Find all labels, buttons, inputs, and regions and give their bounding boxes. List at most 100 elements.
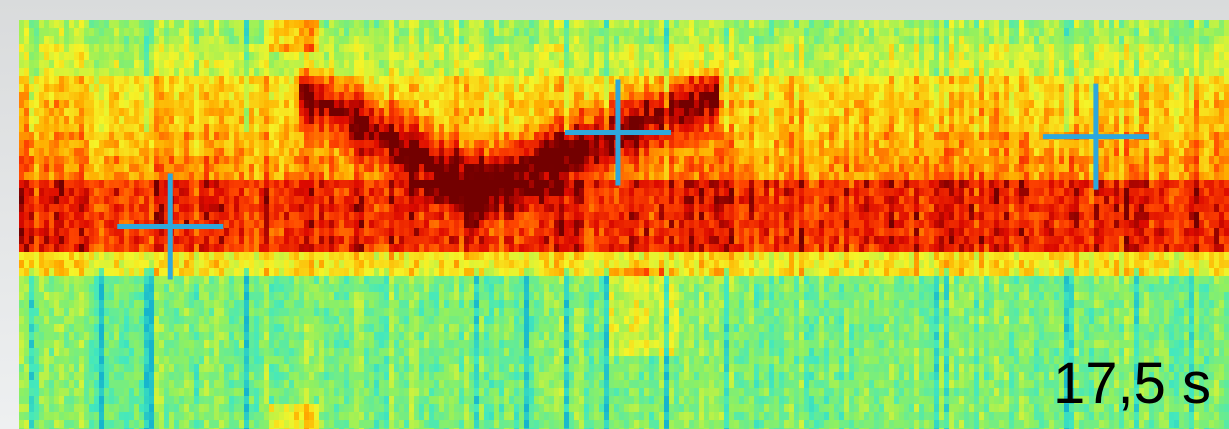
heatmap-cell-4736: [474, 52, 480, 61]
heatmap-cell-1341: [144, 348, 150, 357]
heatmap-cell-1462: [159, 68, 165, 77]
heatmap-cell-4288: [429, 212, 435, 221]
heatmap-cell-4922: [489, 292, 495, 301]
heatmap-cell-2579: [264, 268, 270, 277]
heatmap-cell-981: [109, 380, 115, 389]
heatmap-cell-76: [24, 212, 30, 221]
heatmap-cell-18: [19, 164, 25, 173]
heatmap-cell-501: [64, 284, 70, 293]
heatmap-cell-680: [84, 52, 90, 61]
heatmap-cell-269: [44, 92, 50, 101]
heatmap-cell-3683: [369, 364, 375, 373]
heatmap-cell-3311: [334, 300, 340, 309]
heatmap-cell-4805: [479, 188, 485, 197]
heatmap-cell-4091: [409, 300, 415, 309]
heatmap-cell-4210: [419, 420, 425, 429]
heatmap-cell-3512: [354, 244, 360, 253]
heatmap-cell-1743: [184, 236, 190, 245]
heatmap-cell-2202: [229, 164, 235, 173]
heatmap-cell-43: [19, 364, 25, 373]
heatmap-cell-2470: [254, 228, 260, 237]
heatmap-cell-2412: [249, 180, 255, 189]
heatmap-cell-4011: [404, 76, 410, 85]
heatmap-cell-2742: [279, 324, 285, 333]
heatmap-cell-272: [44, 116, 50, 125]
heatmap-cell-634: [79, 100, 85, 109]
heatmap-cell-4308: [429, 372, 435, 381]
heatmap-cell-580: [74, 84, 80, 93]
heatmap-cell-3135: [319, 140, 325, 149]
heatmap-cell-1146: [129, 36, 135, 45]
heatmap-cell-84: [24, 276, 30, 285]
heatmap-cell-669: [79, 380, 85, 389]
heatmap-cell-4285: [429, 188, 435, 197]
heatmap-cell-1119: [124, 236, 130, 245]
heatmap-cell-4169: [419, 92, 425, 101]
heatmap-cell-1504: [159, 404, 165, 413]
heatmap-cell-142: [29, 324, 35, 333]
heatmap-cell-4501: [449, 252, 455, 261]
heatmap-cell-31: [19, 268, 25, 277]
heatmap-cell-1096: [124, 52, 130, 61]
heatmap-cell-1561: [169, 28, 175, 37]
heatmap-cell-1317: [144, 156, 150, 165]
heatmap-cell-574: [74, 36, 80, 45]
heatmap-cell-1959: [204, 300, 210, 309]
heatmap-cell-781: [94, 28, 100, 37]
heatmap-cell-4512: [449, 340, 455, 349]
heatmap-cell-3813: [384, 156, 390, 165]
heatmap-cell-4971: [494, 268, 500, 277]
heatmap-cell-389: [54, 220, 60, 229]
heatmap-cell-4014: [404, 100, 410, 109]
heatmap-cell-2227: [229, 364, 235, 373]
heatmap-cell-60: [24, 84, 30, 93]
heatmap-cell-4307: [429, 364, 435, 373]
heatmap-cell-4113: [414, 60, 420, 69]
heatmap-cell-4814: [479, 260, 485, 269]
heatmap-cell-1227: [134, 268, 140, 277]
heatmap-cell-368: [54, 52, 60, 61]
heatmap-cell-1783: [189, 140, 195, 149]
heatmap-cell-157: [34, 28, 40, 37]
heatmap-cell-49: [19, 412, 25, 421]
heatmap-cell-2333: [239, 380, 245, 389]
heatmap-cell-4574: [454, 420, 460, 429]
heatmap-cell-794: [94, 132, 100, 141]
heatmap-cell-2959: [299, 396, 305, 405]
heatmap-cell-537: [69, 156, 75, 165]
heatmap-cell-334: [49, 196, 55, 205]
heatmap-cell-4843: [484, 76, 490, 85]
heatmap-cell-1397: [149, 380, 155, 389]
heatmap-cell-1928: [204, 52, 210, 61]
heatmap-cell-4964: [494, 212, 500, 221]
heatmap-cell-4363: [434, 396, 440, 405]
heatmap-cell-757: [89, 252, 95, 261]
heatmap-cell-1729: [184, 124, 190, 133]
heatmap-cell-645: [79, 188, 85, 197]
heatmap-cell-2556: [264, 84, 270, 93]
heatmap-cell-1022: [114, 292, 120, 301]
heatmap-cell-3768: [379, 212, 385, 221]
heatmap-cell-4866: [484, 260, 490, 269]
heatmap-cell-4371: [439, 44, 445, 53]
heatmap-cell-545: [69, 220, 75, 229]
heatmap-cell-4635: [464, 76, 470, 85]
heatmap-cell-3197: [324, 220, 330, 229]
heatmap-cell-1855: [194, 300, 200, 309]
heatmap-cell-4778: [474, 388, 480, 397]
heatmap-cell-3889: [389, 348, 395, 357]
heatmap-cell-3571: [359, 300, 365, 309]
heatmap-cell-4953: [494, 124, 500, 133]
heatmap-cell-3313: [334, 316, 340, 325]
heatmap-cell-862: [99, 260, 105, 269]
heatmap-cell-1305: [144, 60, 150, 69]
heatmap-cell-922: [104, 324, 110, 333]
heatmap-cell-4063: [409, 76, 415, 85]
heatmap-cell-3988: [399, 308, 405, 317]
heatmap-cell-525: [69, 60, 75, 69]
heatmap-cell-925: [104, 348, 110, 357]
heatmap-cell-2895: [294, 300, 300, 309]
heatmap-cell-1961: [204, 316, 210, 325]
heatmap-cell-4388: [439, 180, 445, 189]
heatmap-cell-604: [74, 276, 80, 285]
